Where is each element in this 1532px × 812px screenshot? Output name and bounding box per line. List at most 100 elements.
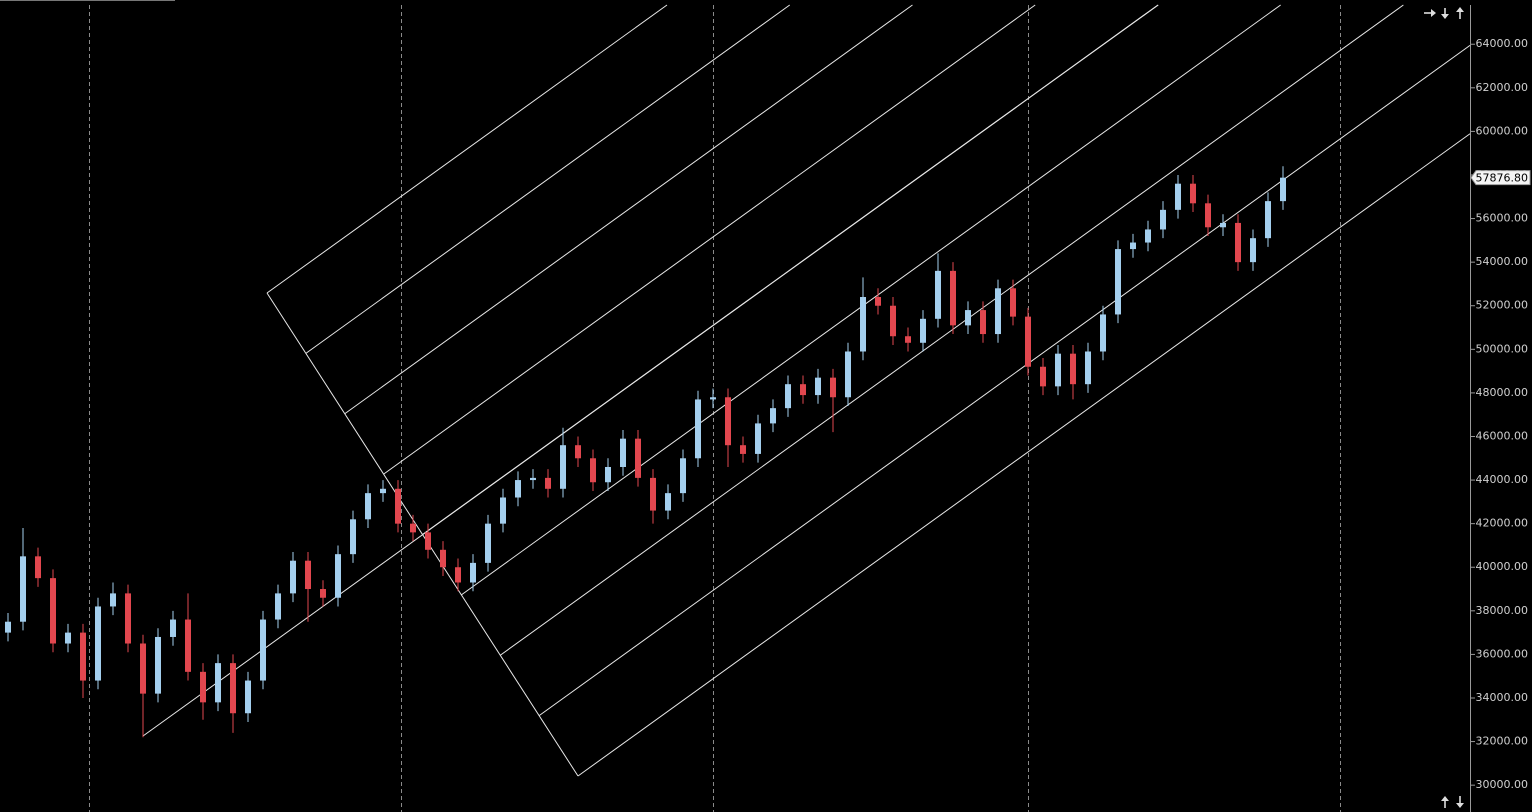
candle-body (710, 397, 716, 400)
candle-body (1010, 288, 1016, 317)
channel-line (538, 44, 1471, 717)
candle-body (470, 562, 476, 583)
candle-body (95, 606, 101, 681)
candle-body (140, 643, 146, 694)
candle-body (860, 297, 866, 352)
candle-body (1070, 353, 1076, 385)
candles (5, 166, 1286, 738)
candle-body (635, 438, 641, 478)
y-tick-label: 40000.00 (1476, 560, 1529, 573)
last-price-label: 57876.80 (1476, 172, 1529, 185)
time-grid (89, 5, 1341, 812)
scroll-down-button[interactable] (1441, 8, 1449, 19)
candle-body (500, 497, 506, 524)
candle-body (590, 458, 596, 483)
y-tick-label: 48000.00 (1476, 386, 1529, 399)
candle-body (65, 632, 71, 644)
candle-body (1220, 222, 1226, 228)
candle-body (5, 621, 11, 633)
candle-body (110, 593, 116, 607)
candle-body (830, 377, 836, 398)
scroll-right-button[interactable] (1424, 9, 1436, 17)
y-tick-label: 38000.00 (1476, 604, 1529, 617)
y-tick-label: 56000.00 (1476, 212, 1529, 225)
candle-body (995, 288, 1001, 335)
candle-body (755, 423, 761, 454)
candle-body (950, 270, 956, 326)
scroll-up-button[interactable] (1456, 7, 1464, 19)
candle-body (125, 593, 131, 644)
candle-body (365, 493, 371, 520)
candle-body (695, 399, 701, 459)
candle-body (185, 619, 191, 672)
candle-body (290, 560, 296, 594)
candle-body (395, 488, 401, 524)
y-tick-label: 64000.00 (1476, 37, 1529, 50)
candle-body (1145, 229, 1151, 243)
candle-body (905, 336, 911, 343)
y-tick-label: 52000.00 (1476, 299, 1529, 312)
y-tick-label: 34000.00 (1476, 691, 1529, 704)
candle-body (740, 445, 746, 454)
candle-body (785, 384, 791, 409)
candle-body (1115, 249, 1121, 315)
candle-body (1160, 209, 1166, 230)
nav-buttons (1424, 7, 1464, 808)
channel-line (305, 4, 791, 354)
candle-body (350, 519, 356, 555)
y-tick-label: 50000.00 (1476, 342, 1529, 355)
candle-body (50, 578, 56, 644)
y-tick-label: 36000.00 (1476, 647, 1529, 660)
channel-line (499, 4, 1404, 656)
candle-body (1100, 314, 1106, 352)
channel-tool (142, 4, 1471, 777)
price-axis: 30000.00 32000.00 34000.00 36000.00 38000.00… (1470, 37, 1531, 791)
candle-body (155, 636, 161, 694)
zoom-up-button[interactable] (1441, 796, 1449, 808)
candle-body (560, 445, 566, 489)
candle-body (1265, 201, 1271, 239)
candle-body (650, 477, 656, 511)
zoom-down-button[interactable] (1456, 796, 1464, 808)
candle-body (890, 305, 896, 337)
candle-body (965, 310, 971, 326)
candle-body (1190, 183, 1196, 204)
candle-body (845, 351, 851, 398)
candle-body (1250, 238, 1256, 263)
candle-body (20, 556, 26, 622)
last-price-marker (1470, 170, 1531, 186)
candle-body (530, 477, 536, 481)
candle-body (1040, 366, 1046, 387)
candle-body (1175, 183, 1181, 210)
candle-body (1235, 222, 1241, 263)
y-tick-label: 46000.00 (1476, 429, 1529, 442)
candle-body (440, 549, 446, 568)
y-tick-label: 44000.00 (1476, 473, 1529, 486)
candle-body (215, 663, 221, 703)
candle-body (260, 619, 266, 681)
candle-body (1025, 316, 1031, 367)
candle-body (1085, 351, 1091, 385)
channel-line (461, 4, 1281, 596)
candle-body (680, 458, 686, 494)
candle-body (170, 619, 176, 637)
candle-body (80, 632, 86, 681)
candle-body (605, 466, 611, 483)
candle-body (245, 680, 251, 714)
y-tick-label: 62000.00 (1476, 81, 1529, 94)
trend-line (142, 4, 1159, 737)
y-tick-label: 30000.00 (1476, 778, 1529, 791)
candle-body (35, 556, 41, 579)
candle-body (230, 663, 236, 714)
y-tick-label: 54000.00 (1476, 255, 1529, 268)
candle-body (920, 318, 926, 343)
candle-body (575, 445, 581, 459)
channel-line (344, 4, 913, 415)
candle-body (980, 310, 986, 335)
candle-body (380, 488, 386, 494)
candle-body (410, 523, 416, 533)
y-tick-label: 42000.00 (1476, 517, 1529, 530)
candle-body (335, 554, 341, 598)
candle-body (1055, 353, 1061, 387)
